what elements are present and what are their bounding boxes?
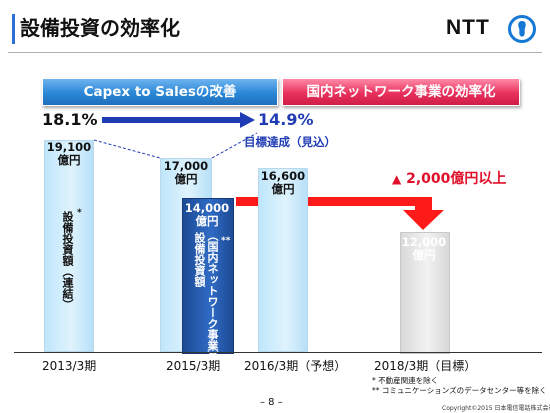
bar-2018-network-capex	[400, 232, 450, 354]
dashed-connector-2	[211, 132, 258, 159]
x-label-2013: 2013/3期	[42, 359, 97, 373]
reduction-amount: 2,000億円以上	[406, 171, 507, 187]
bar-2015-network-marker: **	[221, 236, 231, 246]
page-number: – 8 –	[260, 397, 283, 408]
title-accent-bar	[12, 14, 15, 44]
target-achieved-note: 目標達成（見込）	[244, 135, 336, 149]
bar-2016-capex	[258, 168, 308, 352]
bar-2015-network-value: 14,000 億円	[184, 201, 230, 228]
bar-2013-label: 設備投資額（連結）	[61, 211, 74, 310]
bar-2018-value: 12,000 億円	[401, 235, 447, 262]
reduction-arrow	[236, 197, 444, 230]
copyright: Copyright©2015 日本電信電話株式会社	[442, 405, 550, 412]
bar-2013-marker: *	[77, 208, 82, 218]
footnote-2: ** コミュニケーションズのデータセンター等を除く	[372, 386, 547, 395]
page-title: 設備投資の効率化	[20, 16, 180, 40]
bar-2013-capex	[44, 140, 94, 352]
dashed-connector-1	[93, 139, 161, 159]
up-triangle-icon: ▲	[392, 172, 402, 186]
bar-2016-value: 16,600 億円	[260, 169, 306, 196]
capex-ratio-end: 14.9%	[258, 110, 314, 129]
ntt-logo-icon	[508, 15, 536, 43]
capex-ratio-arrow	[102, 112, 255, 128]
ntt-logo-text: NTT	[446, 16, 490, 39]
domestic-network-efficiency-banner: 国内ネットワーク事業の効率化	[282, 78, 520, 106]
bar-2015-network-capex	[182, 198, 234, 354]
capex-ratio-start: 18.1%	[42, 110, 98, 129]
footnote-1: * 不動産関連を除く	[372, 376, 439, 385]
x-label-2016: 2016/3期（予想）	[244, 359, 347, 373]
bar-2015-network-label-2: （国内ネットワーク事業）	[206, 230, 219, 362]
header-divider	[8, 52, 542, 53]
reduction-note: ▲ 2,000億円以上	[392, 168, 506, 188]
capex-to-sales-banner: Capex to Salesの改善	[42, 78, 278, 106]
bar-2013-value: 19,100 億円	[46, 140, 92, 167]
x-label-2018: 2018/3期（目標）	[374, 359, 477, 373]
bar-2015-network-label-1: 設備投資額	[193, 232, 206, 287]
x-label-2015: 2015/3期	[166, 359, 221, 373]
x-axis-line	[14, 352, 542, 353]
bar-2015-value: 17,000 億円	[163, 159, 209, 186]
